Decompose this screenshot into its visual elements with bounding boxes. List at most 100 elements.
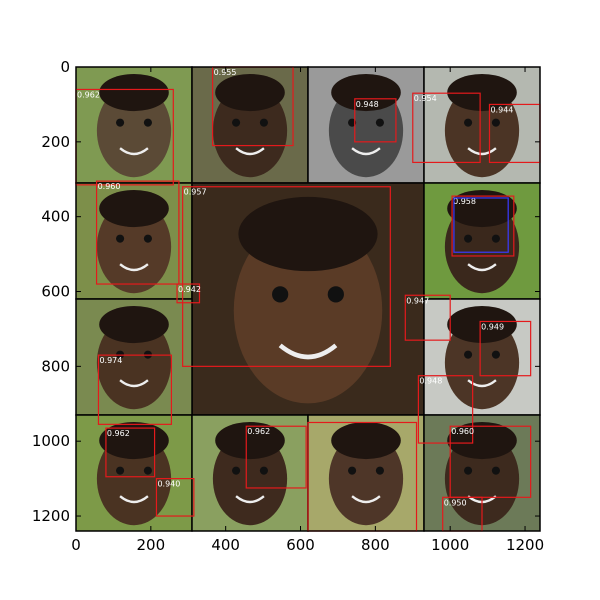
eye-right xyxy=(143,118,152,127)
smile-shape xyxy=(119,495,149,504)
confidence-score: 0.954 xyxy=(414,94,437,103)
smile-shape xyxy=(467,263,497,272)
x-tick-label: 1000 xyxy=(431,536,469,554)
eye-right xyxy=(259,466,268,475)
smile-shape xyxy=(351,147,381,156)
hair-shape xyxy=(447,305,517,344)
bounding-box xyxy=(245,425,307,489)
smile-shape xyxy=(119,263,149,272)
smile-shape xyxy=(119,147,149,156)
eye-left xyxy=(232,118,241,127)
confidence-score: 0.955 xyxy=(214,68,237,77)
detection-box: 0.960 xyxy=(95,180,180,285)
eye-left xyxy=(116,118,125,127)
eye-left xyxy=(464,234,473,243)
detection-box: 0.974 xyxy=(97,354,173,425)
eye-right xyxy=(491,350,500,359)
x-tick-label: 600 xyxy=(286,536,315,554)
eye-left xyxy=(348,118,357,127)
bounding-box xyxy=(453,197,509,253)
photo-tile xyxy=(423,298,541,416)
confidence-score: 0.974 xyxy=(99,356,122,365)
eye-left xyxy=(272,286,289,303)
confidence-score: 0.958 xyxy=(453,197,476,206)
eye-right xyxy=(491,234,500,243)
bounding-box xyxy=(412,92,481,164)
photo-tile xyxy=(75,414,193,532)
confidence-score: 0.962 xyxy=(77,90,100,99)
eye-left xyxy=(464,466,473,475)
confidence-score: 0.962 xyxy=(247,427,270,436)
bounding-box xyxy=(417,375,474,444)
detection-box: 0.940 xyxy=(155,478,195,517)
eye-left xyxy=(232,466,241,475)
smile-shape xyxy=(278,343,338,360)
bounding-box xyxy=(449,425,532,498)
y-tick-label: 200 xyxy=(41,133,70,151)
photo-tile xyxy=(191,66,309,184)
eye-right xyxy=(327,286,344,303)
photo-tile xyxy=(191,182,425,416)
y-tick-label: 1000 xyxy=(32,432,70,450)
hair-shape xyxy=(447,189,517,228)
smile-shape xyxy=(235,147,265,156)
eye-left xyxy=(464,118,473,127)
y-tick-label: 0 xyxy=(60,58,70,76)
eye-right xyxy=(375,118,384,127)
eye-left xyxy=(348,466,357,475)
confidence-score: 0.947 xyxy=(406,296,429,305)
hair-shape xyxy=(99,189,169,228)
photo-tile xyxy=(307,66,425,184)
detection-box xyxy=(453,197,509,253)
y-tick-label: 1200 xyxy=(32,507,70,525)
detection-box: 0.962 xyxy=(105,427,156,478)
hair-shape xyxy=(238,196,378,272)
photo-tile xyxy=(75,66,193,184)
x-tick-label: 400 xyxy=(211,536,240,554)
photo-grid xyxy=(75,66,541,532)
confidence-score: 0.949 xyxy=(481,322,504,331)
eye-right xyxy=(143,466,152,475)
y-axis: 0 200 400 600 800 1000 1200 xyxy=(32,58,540,525)
y-tick-label: 600 xyxy=(41,283,70,301)
confidence-score: 0.940 xyxy=(157,480,180,489)
axes-frame xyxy=(75,66,541,532)
x-tick-label: 1200 xyxy=(506,536,544,554)
smile-shape xyxy=(467,379,497,388)
detection-box: 0.962 xyxy=(245,425,307,489)
x-tick-label: 200 xyxy=(137,536,166,554)
detection-box: 0.954 xyxy=(412,92,481,164)
bounding-box xyxy=(479,320,532,377)
detection-box: 0.958 xyxy=(451,195,515,257)
confidence-score: 0.960 xyxy=(98,182,121,191)
eye-left xyxy=(464,350,473,359)
smile-shape xyxy=(119,379,149,388)
bounding-box xyxy=(105,427,156,478)
bounding-box xyxy=(95,180,180,285)
hair-shape xyxy=(331,421,401,460)
x-axis: 0 200 400 600 800 1000 1200 xyxy=(71,67,544,554)
confidence-score: 0.960 xyxy=(451,427,474,436)
hair-shape xyxy=(447,421,517,460)
bounding-box xyxy=(182,186,391,367)
detection-box: 0.947 xyxy=(404,294,451,341)
detection-box: 0.948 xyxy=(354,98,397,143)
x-tick-label: 0 xyxy=(71,536,81,554)
photo-tile xyxy=(191,414,309,532)
hair-shape xyxy=(99,305,169,344)
hair-shape xyxy=(99,73,169,112)
bounding-box xyxy=(97,354,173,425)
smile-shape xyxy=(351,495,381,504)
bounding-box xyxy=(451,195,515,257)
hair-shape xyxy=(331,73,401,112)
photo-tile xyxy=(423,66,541,184)
detection-box: 0.957 xyxy=(182,186,391,367)
eye-right xyxy=(259,118,268,127)
hair-shape xyxy=(99,421,169,460)
smile-shape xyxy=(235,495,265,504)
confidence-score: 0.942 xyxy=(178,285,201,294)
confidence-score: 0.950 xyxy=(444,498,467,507)
eye-left xyxy=(116,466,125,475)
hair-shape xyxy=(447,73,517,112)
